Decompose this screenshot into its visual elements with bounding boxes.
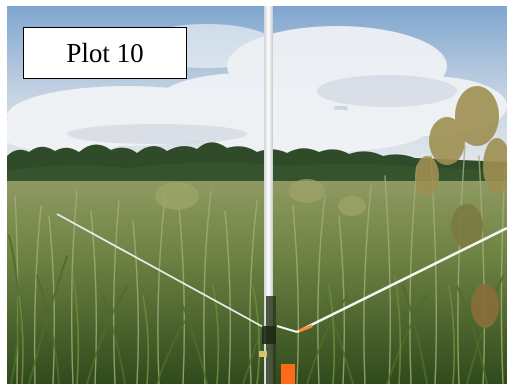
grass-field: [7, 181, 507, 384]
seed-heads: [415, 86, 507, 328]
plot-label-text: Plot 10: [66, 37, 144, 68]
field-photo: [7, 6, 507, 384]
plot-label: Plot 10: [23, 27, 187, 79]
orange-flag: [281, 324, 313, 384]
seed-heads-left: [155, 179, 366, 216]
survey-pole: [259, 6, 276, 384]
boundary-strings: [56, 213, 507, 334]
